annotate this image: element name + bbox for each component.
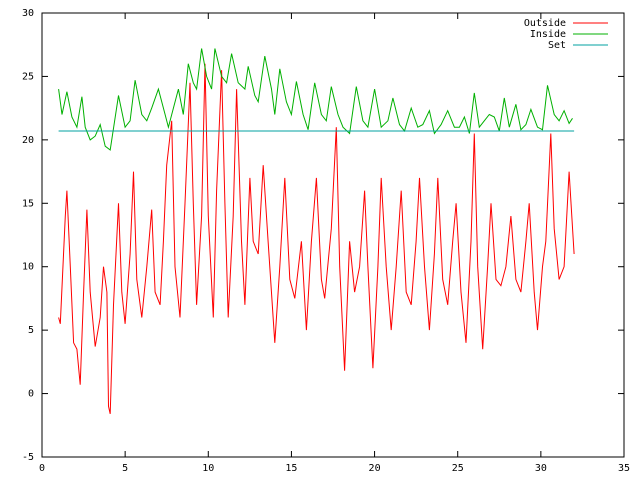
y-tick-label: -5 bbox=[22, 452, 34, 463]
y-tick-label: 5 bbox=[28, 325, 34, 336]
x-tick-label: 25 bbox=[452, 463, 464, 474]
legend-label: Outside bbox=[524, 18, 566, 29]
x-tick-label: 5 bbox=[122, 463, 128, 474]
x-tick-label: 0 bbox=[39, 463, 45, 474]
x-tick-label: 20 bbox=[369, 463, 381, 474]
y-tick-label: 20 bbox=[22, 135, 34, 146]
y-tick-label: 25 bbox=[22, 71, 34, 82]
line bbox=[58, 63, 575, 415]
line bbox=[58, 48, 573, 151]
x-tick-label: 30 bbox=[535, 463, 547, 474]
x-tick-label: 35 bbox=[618, 463, 630, 474]
x-tick-label: 15 bbox=[285, 463, 297, 474]
y-tick-label: 0 bbox=[28, 389, 34, 400]
legend-label: Inside bbox=[530, 29, 566, 40]
y-tick-label: 10 bbox=[22, 262, 34, 273]
x-tick-label: 10 bbox=[202, 463, 214, 474]
legend-label: Set bbox=[548, 40, 566, 51]
y-tick-label: 15 bbox=[22, 198, 34, 209]
y-tick-label: 30 bbox=[22, 8, 34, 19]
plot-border bbox=[41, 12, 625, 458]
